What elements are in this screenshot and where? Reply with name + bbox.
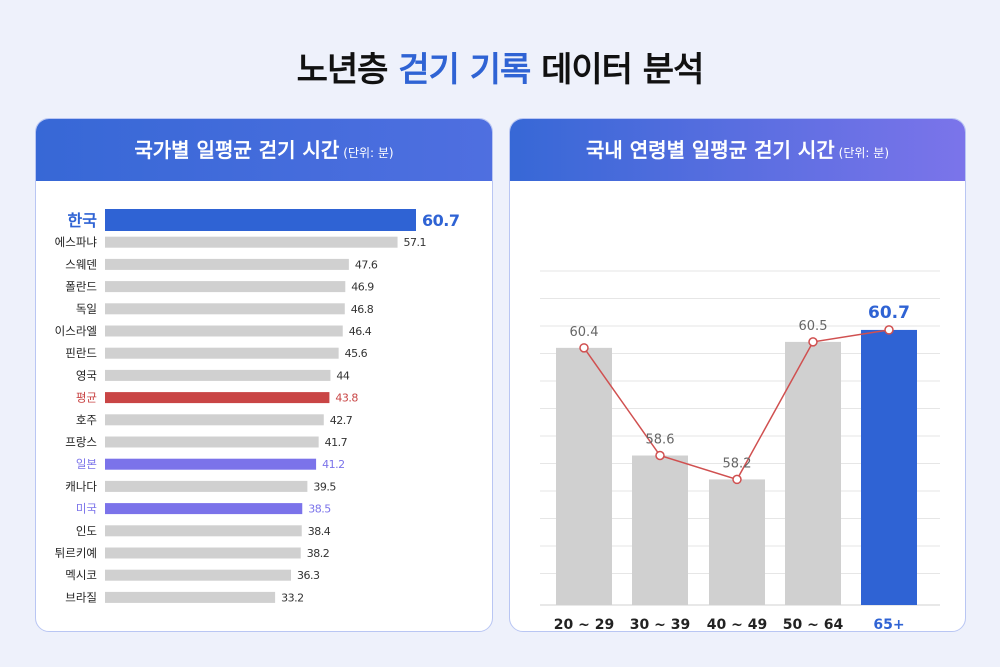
category-label: 호주 xyxy=(76,413,97,427)
category-label: 미국 xyxy=(76,502,97,516)
age-chart-header: 국내 연령별 일평균 걷기 시간 (단위: 분) xyxy=(510,119,965,181)
bar xyxy=(861,329,917,605)
value-label: 46.8 xyxy=(351,303,374,316)
value-label: 38.5 xyxy=(308,503,331,516)
bar xyxy=(785,341,841,605)
title-part2: 데이터 분석 xyxy=(530,50,704,90)
value-label: 60.7 xyxy=(422,211,459,230)
category-label: 40 ~ 49 xyxy=(707,617,767,631)
category-label: 독일 xyxy=(76,302,97,316)
category-label: 일본 xyxy=(76,457,97,471)
bar xyxy=(105,591,276,603)
bar xyxy=(105,503,303,515)
category-label: 영국 xyxy=(76,368,97,382)
category-label: 브라질 xyxy=(65,590,97,604)
value-label: 57.1 xyxy=(404,236,427,249)
value-label: 41.7 xyxy=(325,436,348,449)
value-label: 43.8 xyxy=(335,392,358,405)
value-label: 36.3 xyxy=(297,569,320,582)
value-label: 42.7 xyxy=(330,414,353,427)
category-label: 평균 xyxy=(76,391,97,405)
value-label: 47.6 xyxy=(355,258,378,271)
value-label: 41.2 xyxy=(322,458,345,471)
bar xyxy=(556,347,612,605)
category-label: 핀란드 xyxy=(65,346,97,360)
bar xyxy=(632,455,688,605)
bar xyxy=(105,480,308,492)
bar xyxy=(105,347,339,359)
value-label: 60.5 xyxy=(799,319,828,334)
category-label: 캐나다 xyxy=(65,479,97,493)
bar xyxy=(105,436,319,448)
page-title: 노년층 걷기 기록 데이터 분석 xyxy=(0,42,1000,91)
age-chart-unit: (단위: 분) xyxy=(838,146,889,160)
category-label: 20 ~ 29 xyxy=(554,617,614,631)
country-chart-card: 국가별 일평균 걷기 시간 (단위: 분) 한국 60.7 에스파냐 57.1 스웨덴 47… xyxy=(35,118,493,632)
category-label: 인도 xyxy=(76,524,97,538)
value-label: 60.4 xyxy=(570,325,599,340)
bar xyxy=(709,479,765,605)
title-accent: 걷기 기록 xyxy=(398,50,531,90)
value-label: 46.4 xyxy=(349,325,372,338)
bar xyxy=(105,569,291,581)
bar xyxy=(105,303,345,315)
category-label: 폴란드 xyxy=(65,280,97,294)
bar xyxy=(105,369,331,381)
country-chart-header: 국가별 일평균 걷기 시간 (단위: 분) xyxy=(36,119,492,181)
title-part1: 노년층 xyxy=(296,50,399,90)
bar xyxy=(105,281,346,293)
value-label: 60.7 xyxy=(868,303,910,323)
value-label: 38.4 xyxy=(308,525,331,538)
category-label: 50 ~ 64 xyxy=(783,617,844,631)
value-label: 58.2 xyxy=(723,456,752,471)
value-label: 44 xyxy=(336,369,349,382)
value-label: 39.5 xyxy=(313,480,336,493)
category-label: 에스파냐 xyxy=(55,235,98,249)
bar xyxy=(105,414,324,426)
bar xyxy=(105,209,416,231)
trend-point xyxy=(808,337,818,347)
value-label: 38.2 xyxy=(307,547,330,560)
bar xyxy=(105,258,349,270)
value-label: 46.9 xyxy=(351,281,374,294)
bar xyxy=(105,325,343,337)
category-label: 스웨덴 xyxy=(65,257,97,271)
trend-point xyxy=(884,325,894,335)
trend-point xyxy=(732,474,742,485)
category-label: 한국 xyxy=(68,211,98,230)
age-chart-title: 국내 연령별 일평균 걷기 시간 xyxy=(586,138,835,162)
country-chart-title: 국가별 일평균 걷기 시간 xyxy=(134,138,340,162)
value-label: 58.6 xyxy=(646,433,675,448)
bar xyxy=(105,525,302,537)
age-bar-chart: 20 ~ 29 30 ~ 39 40 ~ 49 50 ~ 64 65+ 60.4 58.6 5… xyxy=(540,270,940,631)
age-chart-card: 국내 연령별 일평균 걷기 시간 (단위: 분) 20 ~ 29 30 ~ 39 40… xyxy=(509,118,966,632)
trend-point xyxy=(655,450,665,461)
country-bar-chart: 한국 60.7 에스파냐 57.1 스웨덴 47.6 폴란드 46.9 독일 46.8 이스라엘 46… xyxy=(55,209,460,604)
bar xyxy=(105,392,330,404)
trend-point xyxy=(579,343,589,353)
bar xyxy=(105,547,301,559)
category-label: 프랑스 xyxy=(65,435,97,449)
value-label: 45.6 xyxy=(345,347,368,360)
category-label: 이스라엘 xyxy=(55,324,97,338)
category-label: 65+ xyxy=(873,617,904,631)
bar xyxy=(105,236,398,248)
value-label: 33.2 xyxy=(281,591,304,604)
bar xyxy=(105,458,317,470)
category-label: 튀르키예 xyxy=(55,546,97,560)
category-label: 멕시코 xyxy=(65,568,97,582)
category-label: 30 ~ 39 xyxy=(630,617,690,631)
country-chart-unit: (단위: 분) xyxy=(343,146,394,160)
